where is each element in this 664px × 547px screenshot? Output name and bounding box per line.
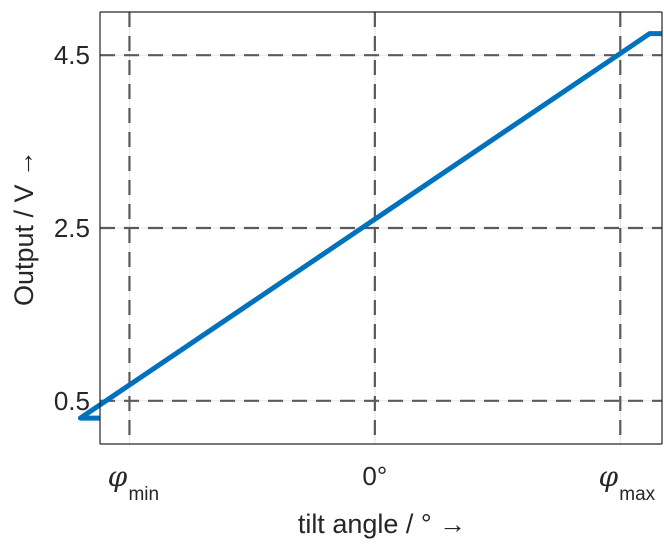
y-tick-label-1: 2.5 — [54, 213, 90, 243]
x-tick-label-1: 0° — [362, 461, 387, 491]
x-tick-sub-0: min — [128, 484, 159, 505]
y-tick-label-0: 0.5 — [54, 386, 90, 416]
x-tick-label-0: φ — [108, 460, 128, 493]
series — [77, 31, 662, 421]
series-line-0 — [77, 31, 662, 421]
x-axis-label: tilt angle / ° → — [298, 509, 466, 539]
y-tick-label-2: 4.5 — [54, 40, 90, 70]
x-tick-label-2: φ — [598, 460, 618, 493]
y-axis-label: Output / V → — [9, 150, 39, 306]
reference-lines — [100, 12, 662, 444]
x-tick-sub-2: max — [619, 484, 655, 505]
axes — [99, 11, 663, 445]
